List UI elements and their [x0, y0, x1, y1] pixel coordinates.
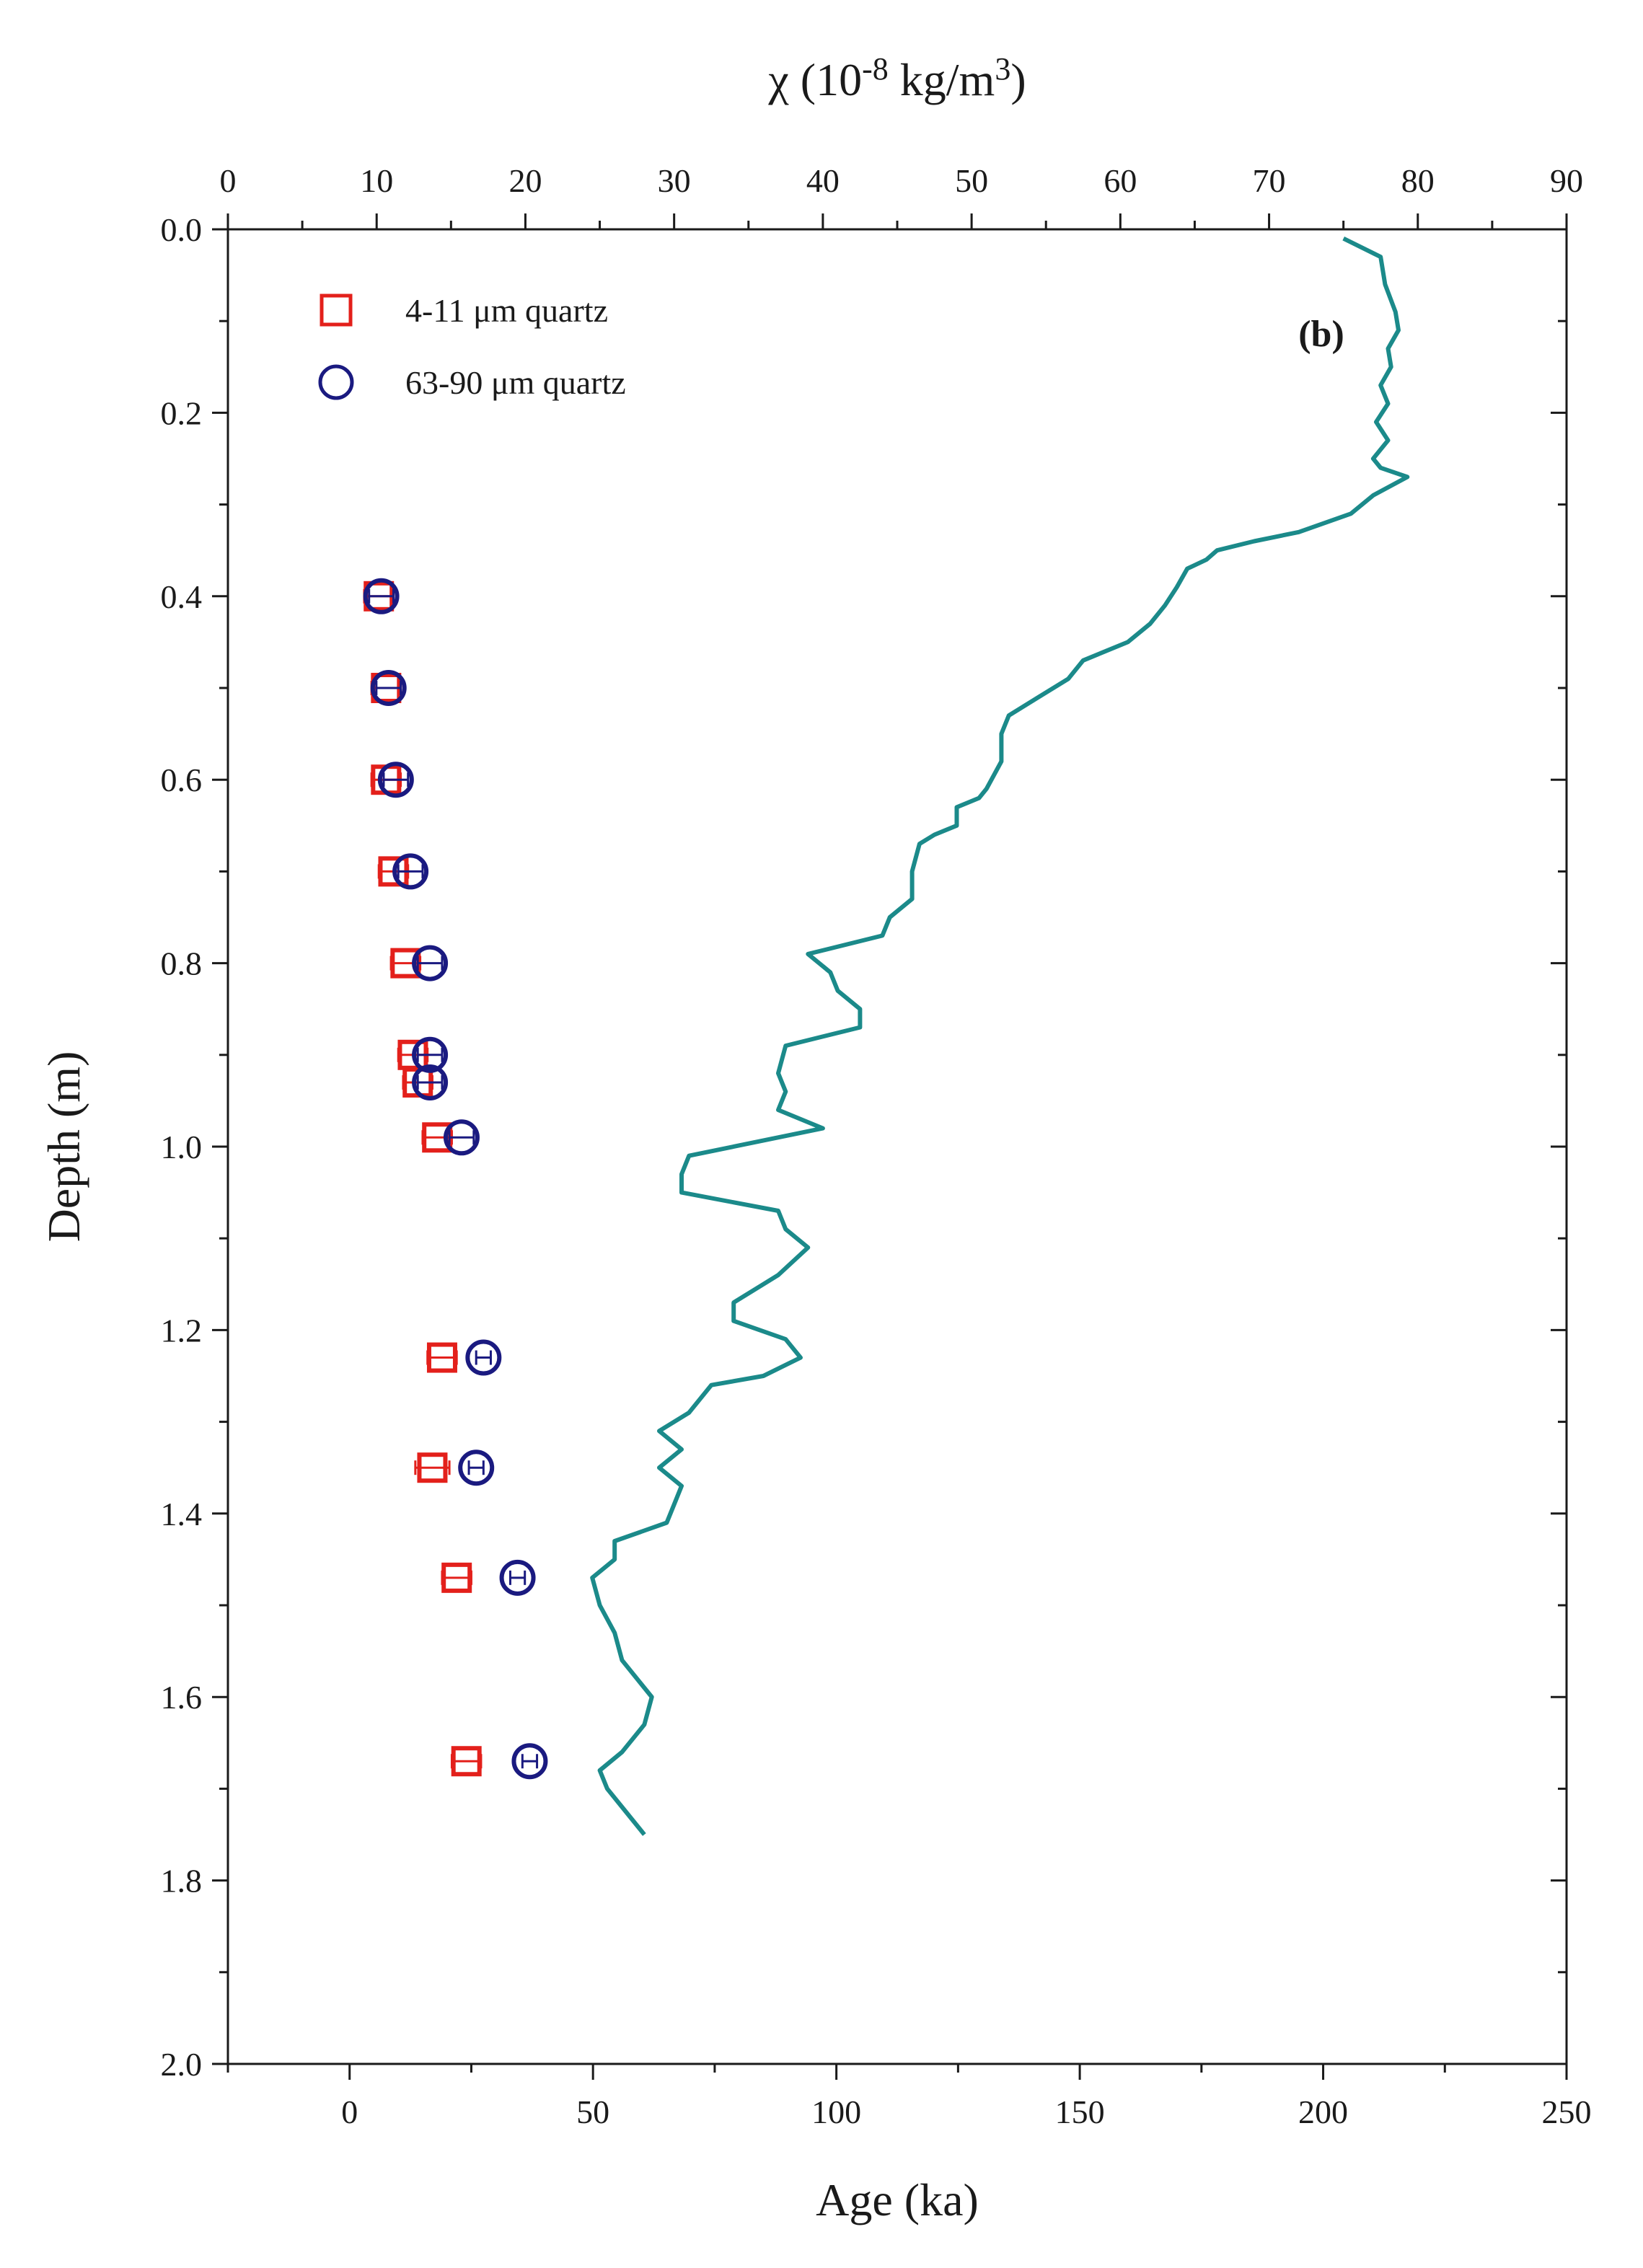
x-top-tick-label: 70: [1253, 162, 1286, 199]
x-top-tick-label: 0: [220, 162, 237, 199]
legend: 4-11 μm quartz 63-90 μm quartz: [318, 292, 626, 401]
legend-marker-square: [320, 294, 353, 327]
x-top-tick-label: 30: [658, 162, 691, 199]
x-bottom-tick-label: 100: [811, 2093, 861, 2130]
data-point-square: [417, 1452, 448, 1483]
legend-label: 4-11 μm quartz: [405, 292, 608, 329]
x-bottom-tick-label: 150: [1055, 2093, 1105, 2130]
y-tick-label: 1.4: [161, 1496, 203, 1532]
data-point-circle: [465, 1339, 502, 1376]
data-point-circle: [443, 1119, 480, 1156]
x-bottom-tick-label: 50: [576, 2093, 609, 2130]
data-point-square: [451, 1746, 482, 1777]
x-top-title-prefix: χ (10: [767, 54, 862, 105]
x-top-tick-label: 60: [1104, 162, 1137, 199]
data-point-circle: [499, 1559, 536, 1596]
y-tick-label: 2.0: [161, 2046, 203, 2083]
x-top-tick-label: 20: [508, 162, 542, 199]
data-point-square: [426, 1342, 457, 1373]
x-top-title-mid: kg/m: [889, 54, 995, 105]
susceptibility-line: [590, 237, 1410, 1836]
y-tick-label: 1.6: [161, 1679, 203, 1716]
y-tick-label: 1.2: [161, 1312, 203, 1349]
data-point-circle: [392, 853, 429, 890]
x-top-title-exp2: 3: [995, 51, 1010, 87]
y-tick-label: 0.8: [161, 945, 203, 982]
legend-label: 63-90 μm quartz: [405, 364, 626, 401]
data-point-circle: [511, 1743, 548, 1780]
x-top-tick-label: 50: [955, 162, 988, 199]
data-point-circle: [412, 1036, 449, 1073]
y-tick-label: 0.6: [161, 762, 203, 798]
data-point-circle: [363, 578, 400, 614]
data-point-circle: [412, 945, 449, 981]
marker-series: [363, 578, 548, 1780]
x-top-tick-label: 40: [806, 162, 840, 199]
x-top-tick-label: 90: [1550, 162, 1583, 199]
y-axis-title: Depth (m): [38, 1051, 89, 1243]
x-top-axis-title: χ (10-8 kg/m3): [767, 51, 1026, 105]
y-tick-label: 0.0: [161, 211, 203, 248]
data-point-circle: [377, 762, 414, 798]
panel-label: (b): [1298, 314, 1344, 355]
x-bottom-tick-label: 250: [1542, 2093, 1592, 2130]
x-bottom-tick-label: 200: [1298, 2093, 1348, 2130]
susceptibility-line-series: [590, 237, 1410, 1836]
y-tick-label: 1.8: [161, 1863, 203, 1899]
y-tick-label: 1.0: [161, 1129, 203, 1165]
legend-marker-circle: [318, 364, 354, 400]
x-top-title-suffix: ): [1010, 54, 1026, 105]
x-bottom-tick-label: 0: [341, 2093, 358, 2130]
data-point-square: [441, 1562, 472, 1593]
axes: 0.00.20.40.60.81.01.21.41.61.82.00 50 100 1…: [161, 162, 1592, 2130]
data-point-circle: [458, 1450, 495, 1486]
data-point-circle: [412, 1064, 449, 1100]
data-point-circle: [370, 670, 407, 706]
x-top-tick-label: 10: [360, 162, 393, 199]
x-bottom-axis-title: Age (ka): [816, 2174, 979, 2225]
y-tick-label: 0.2: [161, 394, 203, 431]
y-tick-label: 0.4: [161, 578, 203, 615]
x-top-tick-label: 80: [1401, 162, 1435, 199]
x-top-title-exp1: -8: [862, 51, 889, 87]
